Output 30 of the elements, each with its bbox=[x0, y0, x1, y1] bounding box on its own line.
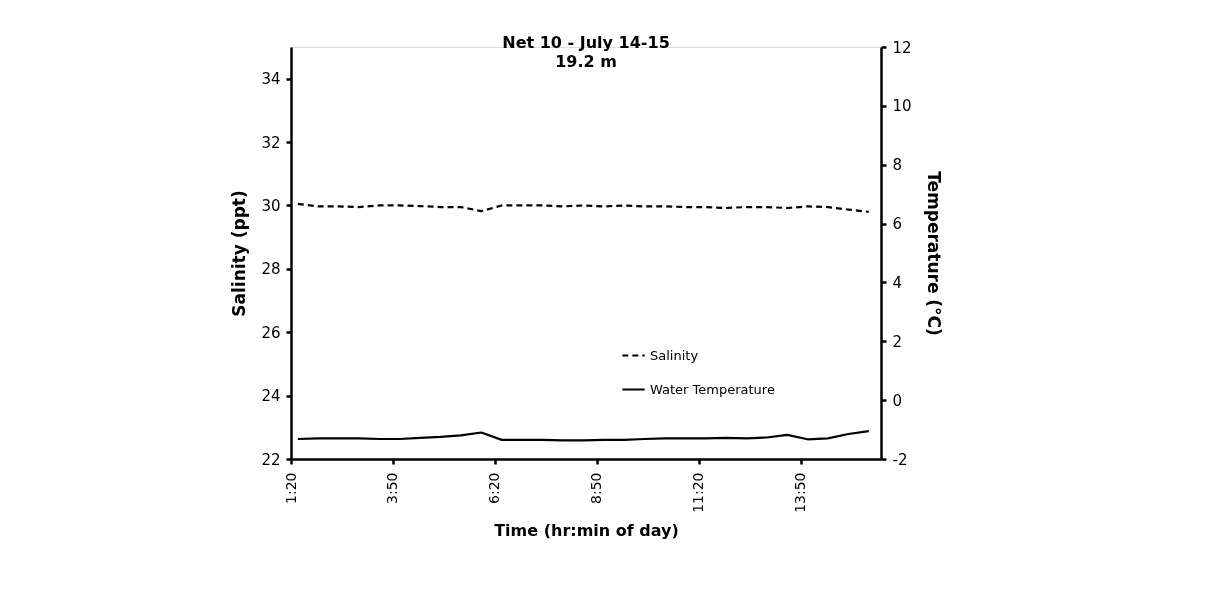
y-tick-label: 26 bbox=[261, 323, 281, 342]
y2-tick-label: 12 bbox=[892, 38, 912, 57]
x-tick-label: 6:20 bbox=[486, 472, 503, 504]
y2-tick-label: 4 bbox=[892, 273, 903, 292]
y-tick-label: 34 bbox=[261, 70, 281, 89]
y2-axis-title: Temperature (°C) bbox=[923, 171, 944, 336]
legend-label: Water Temperature bbox=[650, 381, 775, 397]
y-tick-label: 28 bbox=[261, 260, 281, 279]
y2-tick-label: 6 bbox=[892, 215, 903, 234]
chart-subtitle: 19.2 m bbox=[555, 52, 617, 71]
x-axis-title: Time (hr:min of day) bbox=[494, 520, 679, 540]
y-axis-title: Salinity (ppt) bbox=[229, 190, 250, 317]
line-series bbox=[296, 202, 870, 213]
legend-label: Salinity bbox=[650, 347, 699, 363]
y-tick-label: 22 bbox=[261, 450, 281, 469]
chart-title: Net 10 - July 14-15 bbox=[502, 33, 670, 52]
y2-tick-label: -2 bbox=[892, 450, 908, 469]
x-tick-label: 13:50 bbox=[792, 472, 809, 513]
y2-tick-label: 8 bbox=[892, 156, 903, 175]
x-tick-label: 1:20 bbox=[282, 472, 299, 504]
x-tick-label: 3:50 bbox=[384, 472, 401, 504]
x-tick-label: 11:20 bbox=[690, 472, 707, 513]
y2-tick-label: 2 bbox=[892, 332, 903, 351]
y2-tick-label: 10 bbox=[892, 97, 912, 116]
y-tick-label: 32 bbox=[261, 133, 281, 152]
x-tick-label: 8:50 bbox=[588, 472, 605, 504]
line-series bbox=[296, 429, 870, 442]
y2-tick-label: 0 bbox=[892, 391, 903, 410]
y-tick-label: 30 bbox=[261, 196, 281, 215]
y-tick-label: 24 bbox=[261, 387, 281, 406]
